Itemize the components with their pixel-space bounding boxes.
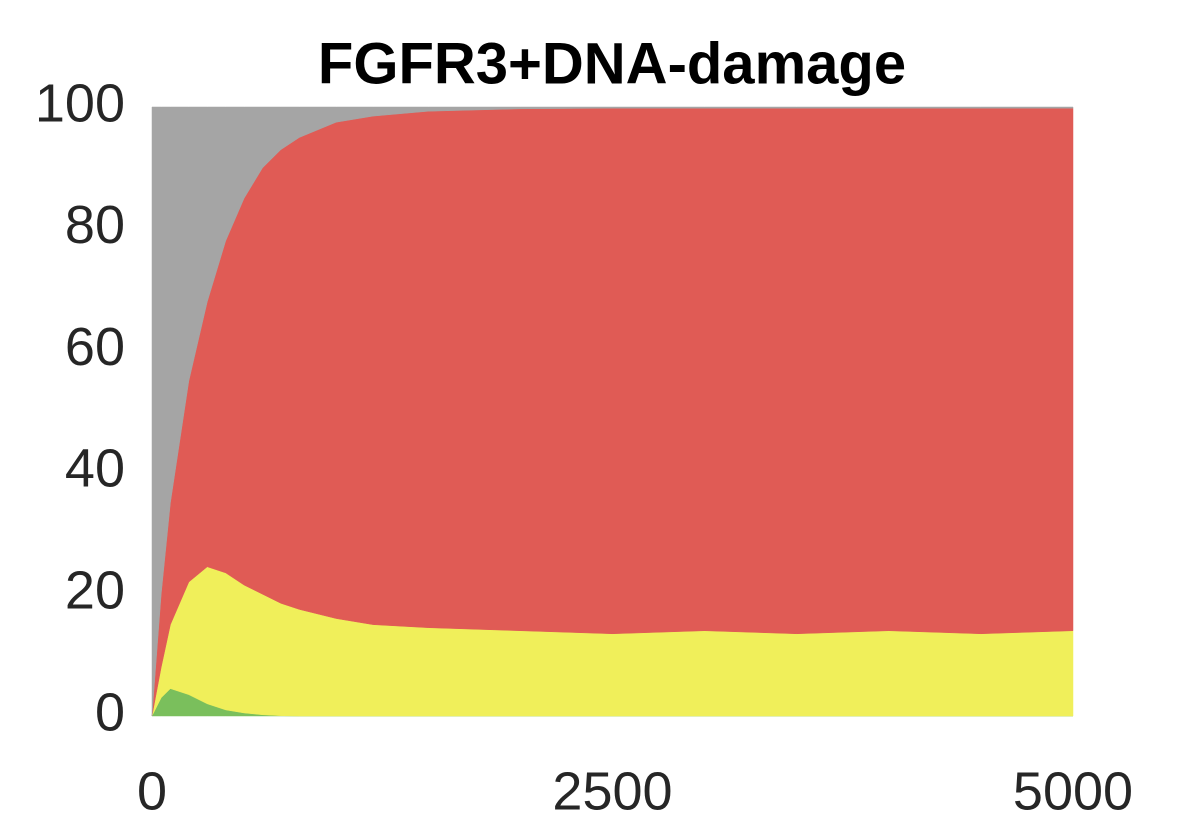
y-tick-label: 0 — [95, 682, 125, 742]
y-tick-label: 40 — [65, 439, 125, 499]
chart-title: FGFR3+DNA-damage — [318, 31, 906, 96]
area — [151, 106, 1074, 717]
y-tick-label: 80 — [65, 195, 125, 255]
y-tick-label: 100 — [35, 73, 125, 133]
y-tick-label: 60 — [65, 317, 125, 377]
x-tick-label: 5000 — [1013, 761, 1133, 821]
x-tick-label: 0 — [137, 761, 167, 821]
x-tick-label: 2500 — [552, 761, 672, 821]
y-tick-label: 20 — [65, 560, 125, 620]
